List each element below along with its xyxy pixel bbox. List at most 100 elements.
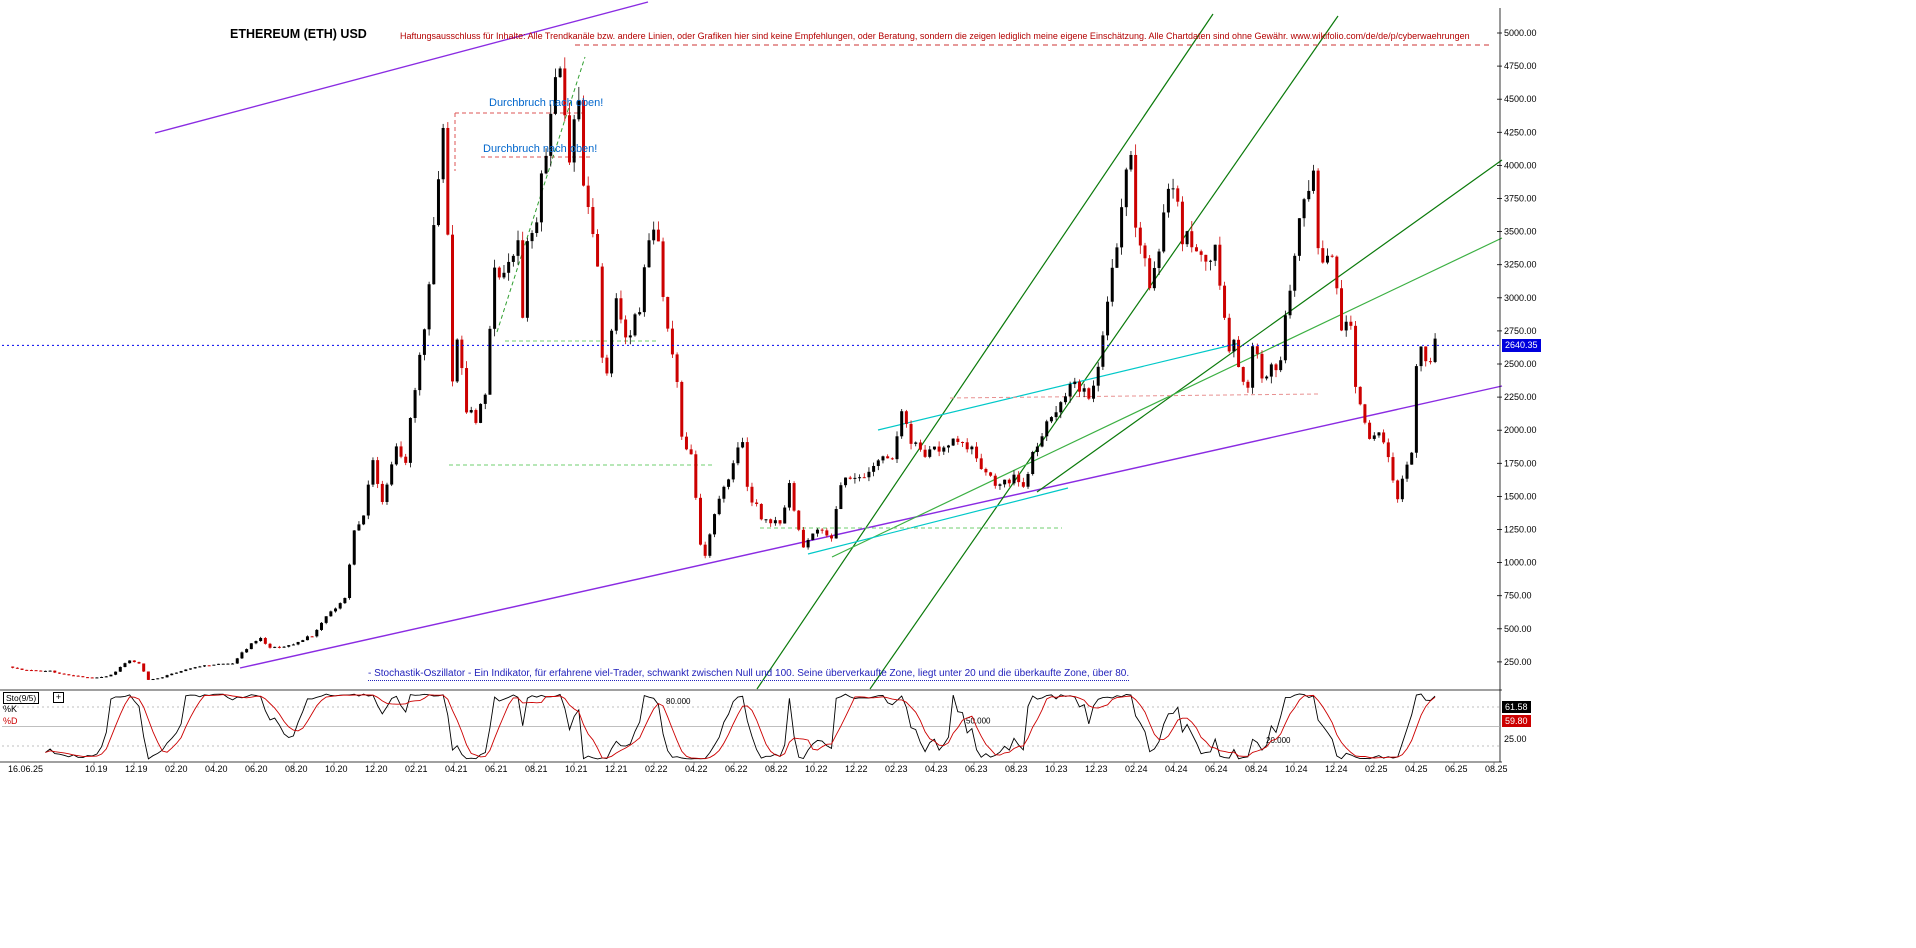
date-axis-label: 10.23	[1045, 764, 1068, 774]
candle-body	[100, 676, 104, 678]
oscillator-k-label: %K	[3, 704, 18, 714]
price-axis-label: 3750.00	[1504, 194, 1537, 204]
candle-body	[132, 660, 136, 663]
candle-body	[1162, 212, 1166, 252]
date-axis-label: 02.20	[165, 764, 188, 774]
date-axis-label: 12.20	[365, 764, 388, 774]
candle-body	[956, 438, 960, 442]
candle-body	[408, 417, 412, 463]
candle-body	[493, 267, 497, 329]
price-axis-label: 1250.00	[1504, 525, 1537, 535]
candle-body	[43, 670, 47, 672]
oscillator-name-label[interactable]: Sto(9/5)	[3, 692, 40, 704]
candle-body	[722, 486, 726, 499]
candle-body	[156, 678, 160, 680]
oscillator-k-value: 61.58	[1502, 701, 1531, 713]
candle-body	[961, 441, 965, 443]
date-axis-label: 08.25	[1485, 764, 1508, 774]
candle-body	[72, 675, 76, 677]
candle-body	[750, 486, 754, 503]
candle-body	[1176, 188, 1180, 202]
candle-body	[1204, 254, 1208, 262]
candle-body	[521, 240, 525, 318]
date-axis-label: 16.06.25	[8, 764, 43, 774]
date-axis-label: 06.23	[965, 764, 988, 774]
date-axis-label: 06.20	[245, 764, 268, 774]
candle-body	[474, 410, 478, 423]
cyan-channel-lower	[807, 487, 1069, 555]
price-axis-label: 3500.00	[1504, 227, 1537, 237]
date-axis-label: 02.22	[645, 764, 668, 774]
candle-body	[1307, 190, 1311, 200]
candle-body	[1063, 396, 1067, 403]
green-steep-trendline-1	[756, 13, 1214, 690]
candle-body	[979, 458, 983, 469]
candle-body	[1110, 267, 1114, 302]
candle-body	[914, 442, 918, 444]
candle-body	[830, 535, 834, 539]
candle-body	[422, 329, 426, 355]
candle-body	[703, 544, 707, 556]
candle-body	[1330, 255, 1334, 257]
date-axis-label: 02.24	[1125, 764, 1148, 774]
candle-body	[1255, 346, 1259, 354]
candle-body	[212, 664, 216, 666]
candle-body	[535, 222, 539, 234]
candle-body	[1213, 244, 1217, 261]
candle-body	[656, 229, 660, 242]
candle-body	[1120, 207, 1124, 248]
candle-body	[507, 261, 511, 273]
candle-body	[1368, 422, 1372, 439]
candle-body	[647, 240, 651, 268]
candle-body	[1190, 231, 1194, 248]
date-axis-label: 04.24	[1165, 764, 1188, 774]
candle-body	[1265, 376, 1269, 379]
candle-body	[160, 677, 164, 679]
candle-body	[376, 460, 380, 484]
candle-body	[469, 410, 473, 413]
candle-body	[249, 643, 253, 650]
candle-body	[315, 629, 319, 637]
price-axis-label: 500.00	[1504, 624, 1532, 634]
candle-body	[188, 668, 192, 670]
oscillator-expand-icon[interactable]: +	[53, 692, 64, 703]
candle-body	[451, 234, 455, 382]
candle-body	[858, 477, 862, 479]
candle-body	[736, 447, 740, 464]
price-axis-label: 1750.00	[1504, 458, 1537, 468]
candle-body	[1227, 317, 1231, 352]
candle-body	[1260, 353, 1264, 379]
candle-body	[759, 503, 763, 520]
candle-body	[1129, 154, 1133, 170]
candle-body	[67, 674, 71, 676]
candle-body	[193, 667, 197, 669]
candle-body	[553, 77, 557, 114]
date-axis-label: 12.21	[605, 764, 628, 774]
candle-body	[675, 354, 679, 382]
candle-body	[1237, 339, 1241, 368]
candle-body	[1166, 188, 1170, 213]
candle-body	[1382, 432, 1386, 443]
candle-body	[338, 603, 342, 609]
candle-body	[844, 477, 848, 486]
candle-body	[366, 484, 370, 516]
candle-body	[876, 460, 880, 466]
price-axis-label: 1000.00	[1504, 558, 1537, 568]
candle-body	[357, 524, 361, 531]
candle-body	[334, 608, 338, 612]
candle-body	[708, 534, 712, 556]
candle-body	[984, 468, 988, 473]
oscillator-percent-d-line	[45, 694, 1436, 760]
candle-body	[1396, 480, 1400, 500]
candle-body	[1073, 381, 1077, 385]
candle-body	[755, 502, 759, 504]
candle-body	[76, 675, 80, 677]
candle-body	[1414, 366, 1418, 453]
candle-body	[1335, 256, 1339, 289]
candle-body	[165, 675, 169, 678]
candle-body	[174, 672, 178, 674]
candle-body	[872, 465, 876, 472]
candle-body	[834, 509, 838, 539]
candle-body	[90, 677, 94, 679]
